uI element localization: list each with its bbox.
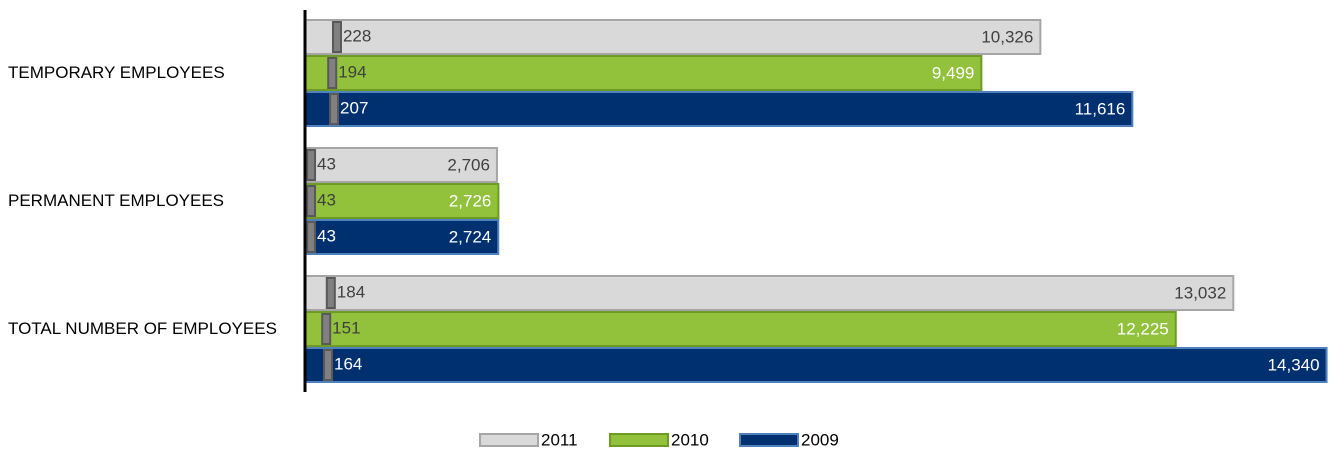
value-label: 11,616 xyxy=(1075,99,1126,118)
value-label: 10,326 xyxy=(981,27,1033,46)
marker-label: 43 xyxy=(317,154,336,173)
legend-swatch xyxy=(609,433,669,447)
legend-label: 2011 xyxy=(541,430,578,449)
marker-label: 164 xyxy=(334,354,362,373)
bar xyxy=(304,183,500,219)
category-label: PERMANENT EMPLOYEES xyxy=(8,191,225,210)
value-label: 13,032 xyxy=(1174,283,1226,302)
marker xyxy=(325,277,336,309)
bar xyxy=(304,347,1328,383)
legend-label: 2010 xyxy=(671,430,709,449)
bar xyxy=(304,55,983,91)
marker xyxy=(323,349,334,381)
legend-label: 2009 xyxy=(801,430,839,449)
category-label: TEMPORARY EMPLOYEES xyxy=(8,63,225,82)
marker xyxy=(306,185,317,217)
value-label: 2,726 xyxy=(449,191,492,210)
value-label: 2,706 xyxy=(447,155,490,174)
value-label: 2,724 xyxy=(449,227,492,246)
bar xyxy=(304,311,1177,347)
bar xyxy=(304,19,1042,55)
marker-label: 43 xyxy=(317,190,336,209)
bar xyxy=(304,91,1134,127)
marker xyxy=(306,149,317,181)
marker-label: 151 xyxy=(332,318,360,337)
marker xyxy=(329,93,340,125)
value-label: 12,225 xyxy=(1117,319,1169,338)
marker xyxy=(327,57,338,89)
marker-label: 194 xyxy=(338,62,366,81)
bar xyxy=(304,147,498,183)
value-label: 14,340 xyxy=(1268,355,1320,374)
marker xyxy=(306,221,317,253)
marker xyxy=(321,313,332,345)
value-label: 9,499 xyxy=(932,63,975,82)
marker-label: 43 xyxy=(317,226,336,245)
legend-swatch xyxy=(479,433,539,447)
bar xyxy=(304,275,1235,311)
marker xyxy=(331,21,342,53)
bar xyxy=(304,219,500,255)
legend-swatch xyxy=(739,433,799,447)
marker-label: 207 xyxy=(340,98,368,117)
category-label: TOTAL NUMBER OF EMPLOYEES xyxy=(8,319,277,338)
marker-label: 184 xyxy=(337,282,365,301)
marker-label: 228 xyxy=(343,26,371,45)
